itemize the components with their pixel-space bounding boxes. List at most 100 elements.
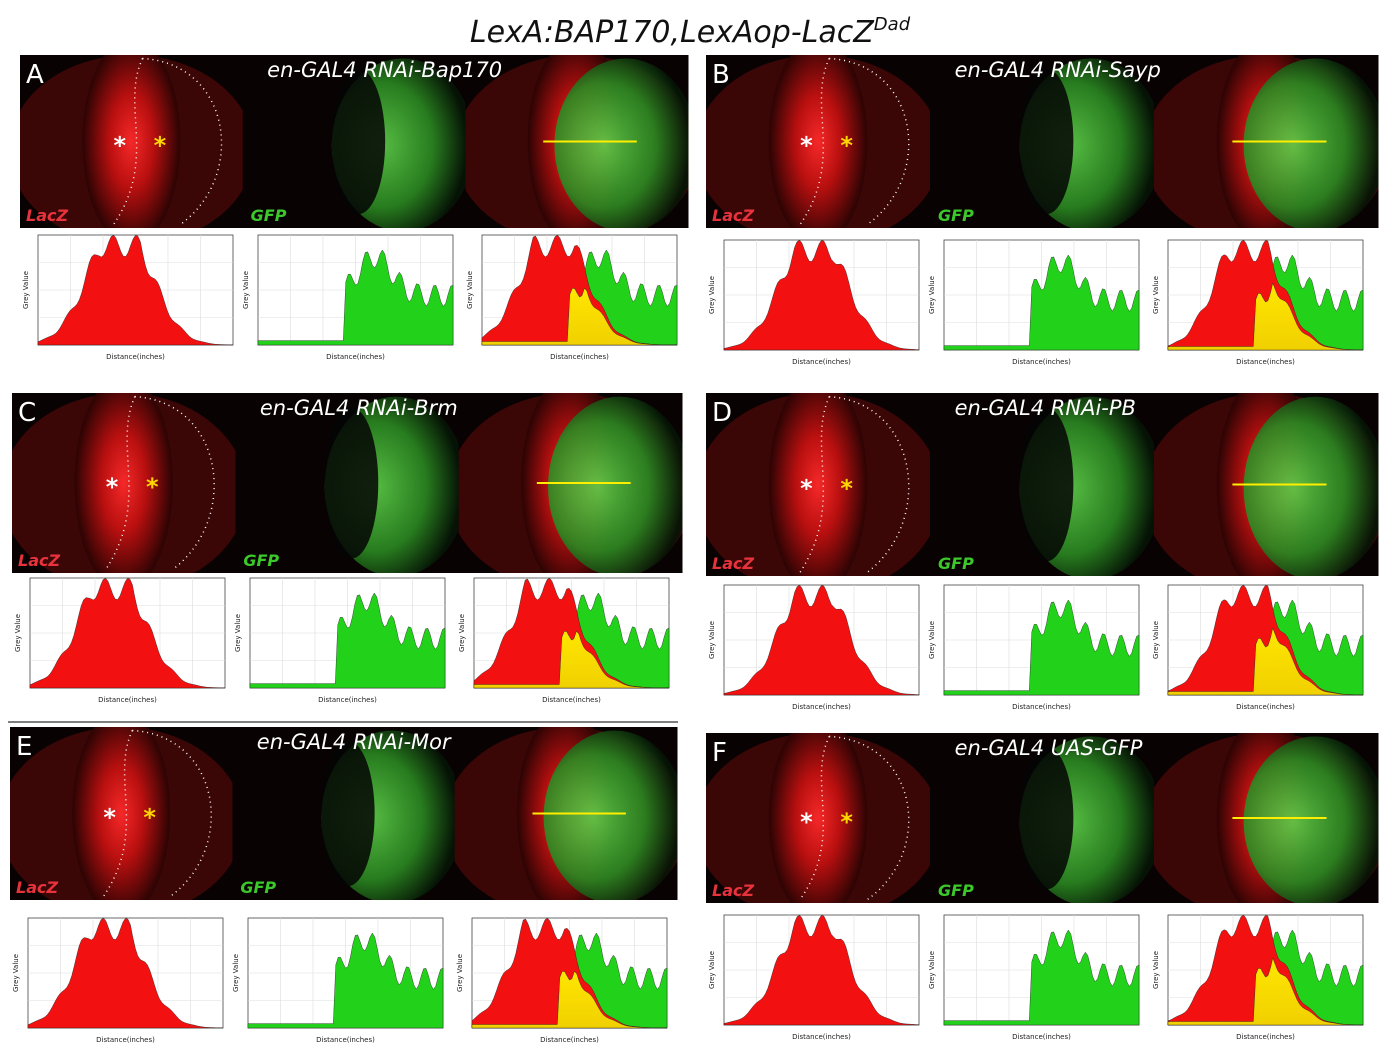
x-axis-label: Distance(inches)	[1236, 703, 1295, 711]
x-axis-label: Distance(inches)	[792, 703, 851, 711]
y-axis-label: Grey Value	[466, 271, 474, 309]
image-tile	[12, 393, 236, 573]
gfp-label: GFP	[938, 554, 974, 573]
dark-core	[1019, 746, 1074, 890]
dark-core	[1019, 407, 1074, 562]
lacz-signal	[72, 727, 171, 900]
gfp-signal	[1243, 736, 1379, 903]
dark-core	[324, 407, 379, 559]
asterisk: *	[114, 132, 127, 160]
y-axis-label: Grey Value	[708, 276, 716, 314]
image-tile	[232, 727, 456, 900]
lacz-label: LacZ	[712, 554, 754, 573]
panel-letter: C	[18, 398, 36, 428]
y-axis-label: Grey Value	[242, 271, 250, 309]
asterisk: *	[840, 132, 853, 160]
x-axis-label: Distance(inches)	[316, 1036, 375, 1044]
outline	[799, 735, 910, 901]
red-profile	[27, 917, 224, 1029]
x-axis-label: Distance(inches)	[1236, 1033, 1295, 1041]
asterisk: *	[103, 804, 116, 832]
image-tile	[1154, 55, 1379, 228]
asterisk: *	[143, 804, 156, 832]
red-profile	[29, 577, 226, 689]
gfp-label: GFP	[938, 881, 974, 900]
lacz-signal	[82, 55, 181, 228]
panel-title: en-GAL4 UAS-GFP	[955, 736, 1143, 760]
image-tile	[235, 393, 460, 573]
lacz-label: LacZ	[26, 206, 68, 225]
dark-core	[1019, 68, 1074, 215]
y-axis-label: Grey Value	[1152, 276, 1160, 314]
asterisk: *	[800, 808, 813, 836]
profile-plot: Grey Value Distance(inches)	[928, 239, 1140, 366]
outline	[102, 729, 213, 898]
yellow-profile	[481, 287, 677, 346]
profile-plot: Grey Value Distance(inches)	[234, 577, 446, 704]
profile-plot: Grey Value Distance(inches)	[708, 584, 920, 711]
yellow-profile	[1167, 282, 1364, 351]
lacz-signal	[768, 55, 868, 228]
red-profile	[723, 584, 920, 696]
outline	[105, 395, 215, 570]
gfp-signal	[543, 730, 678, 900]
y-axis-label: Grey Value	[1152, 951, 1160, 989]
yellow-profile	[473, 630, 669, 689]
image-tile	[930, 733, 1155, 903]
red-profile	[723, 914, 920, 1026]
x-axis-label: Distance(inches)	[98, 696, 157, 704]
panel-letter: A	[26, 60, 44, 90]
asterisk: *	[840, 808, 853, 836]
x-axis-label: Distance(inches)	[1236, 358, 1295, 366]
lacz-signal	[768, 393, 868, 576]
y-axis-label: Grey Value	[232, 954, 240, 992]
green-profile	[257, 249, 454, 346]
red-profile	[1167, 914, 1364, 1026]
green-profile	[943, 929, 1140, 1026]
green-profile	[943, 254, 1140, 351]
profile-plot: Grey Value Distance(inches)	[14, 577, 226, 704]
lacz-signal	[74, 393, 173, 573]
image-tile	[930, 55, 1155, 228]
lacz-label: LacZ	[18, 551, 60, 570]
image-tile	[706, 733, 931, 903]
x-axis-label: Distance(inches)	[1012, 1033, 1071, 1041]
red-profile	[1167, 239, 1364, 351]
y-axis-label: Grey Value	[708, 621, 716, 659]
red-profile	[723, 239, 920, 351]
dark-core	[331, 68, 386, 215]
image-tile	[242, 55, 466, 228]
red-profile	[481, 234, 678, 346]
panel-title: en-GAL4 RNAi-Brm	[260, 396, 458, 420]
profile-plot: Grey Value Distance(inches)	[928, 914, 1140, 1041]
y-axis-label: Grey Value	[928, 276, 936, 314]
x-axis-label: Distance(inches)	[792, 1033, 851, 1041]
panel-letter: E	[16, 732, 32, 762]
green-profile	[249, 592, 446, 689]
image-tile	[1154, 733, 1379, 903]
asterisk: *	[106, 473, 119, 501]
yellow-profile	[471, 970, 667, 1029]
image-tile	[706, 393, 931, 576]
profile-plot: Grey Value Distance(inches)	[458, 577, 670, 704]
x-axis-label: Distance(inches)	[542, 696, 601, 704]
yellow-profile	[1167, 627, 1364, 696]
profile-plot: Grey Value Distance(inches)	[242, 234, 454, 361]
x-axis-label: Distance(inches)	[326, 353, 385, 361]
asterisk: *	[840, 475, 853, 503]
x-axis-label: Distance(inches)	[792, 358, 851, 366]
gfp-label: GFP	[240, 878, 276, 897]
panel-letter: F	[712, 738, 727, 768]
image-tile	[10, 727, 233, 900]
asterisk: *	[800, 475, 813, 503]
panel-letter: D	[712, 398, 732, 428]
profile-plot: Grey Value Distance(inches)	[12, 917, 224, 1044]
asterisk: *	[146, 473, 159, 501]
panel-title: en-GAL4 RNAi-PB	[955, 396, 1136, 420]
image-tile	[930, 393, 1155, 576]
